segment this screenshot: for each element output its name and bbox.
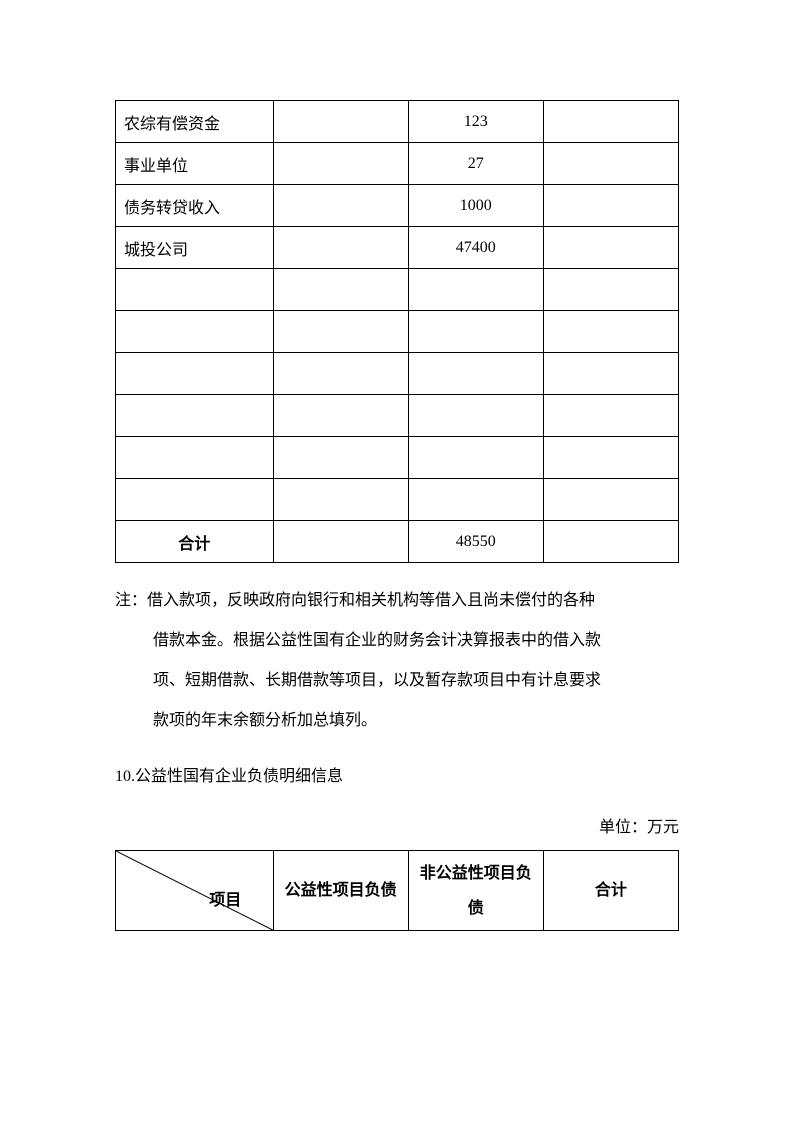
- section-title-text: 公益性国有企业负债明细信息: [135, 768, 343, 785]
- row-empty: [273, 353, 408, 395]
- row-value: [408, 353, 543, 395]
- header-col2: 公益性项目负债: [273, 851, 408, 931]
- row-empty: [543, 395, 678, 437]
- row-empty: [543, 143, 678, 185]
- row-label: 事业单位: [116, 143, 274, 185]
- row-empty: [273, 101, 408, 143]
- row-empty: [543, 227, 678, 269]
- row-value: 47400: [408, 227, 543, 269]
- note-text-line1: 借入款项，反映政府向银行和相关机构等借入且尚未偿付的各种: [147, 592, 595, 609]
- row-empty: [273, 311, 408, 353]
- note-prefix: 注：: [115, 592, 147, 609]
- row-label: 债务转贷收入: [116, 185, 274, 227]
- row-empty: [273, 227, 408, 269]
- table-row: [116, 353, 679, 395]
- row-label: 城投公司: [116, 227, 274, 269]
- row-empty: [543, 269, 678, 311]
- note-block: 注：借入款项，反映政府向银行和相关机构等借入且尚未偿付的各种 借款本金。根据公益…: [115, 581, 679, 741]
- row-value: [408, 311, 543, 353]
- row-value: [408, 437, 543, 479]
- row-empty: [543, 521, 678, 563]
- row-empty: [543, 311, 678, 353]
- row-empty: [273, 437, 408, 479]
- row-empty: [543, 437, 678, 479]
- diagonal-label: 项目: [209, 883, 241, 918]
- borrowed-funds-table: 农综有偿资金 123 事业单位 27 债务转贷收入 1000 城投公司 4740…: [115, 100, 679, 563]
- diagonal-header-cell: 项目: [116, 851, 274, 931]
- liability-detail-table: 项目 公益性项目负债 非公益性项目负债 合计: [115, 850, 679, 931]
- note-text-line2: 借款本金。根据公益性国有企业的财务会计决算报表中的借入款: [115, 621, 679, 661]
- row-empty: [273, 395, 408, 437]
- total-label: 合计: [116, 521, 274, 563]
- row-empty: [273, 143, 408, 185]
- row-value: 27: [408, 143, 543, 185]
- table-row: [116, 437, 679, 479]
- unit-label: 单位：万元: [115, 812, 679, 844]
- header-col4: 合计: [543, 851, 678, 931]
- row-value: 123: [408, 101, 543, 143]
- note-text-line4: 款项的年末余额分析加总填列。: [115, 701, 679, 741]
- table-header-row: 项目 公益性项目负债 非公益性项目负债 合计: [116, 851, 679, 931]
- table-row: [116, 311, 679, 353]
- row-label: [116, 395, 274, 437]
- row-empty: [273, 269, 408, 311]
- row-label: [116, 479, 274, 521]
- row-label: [116, 437, 274, 479]
- note-text-line3: 项、短期借款、长期借款等项目，以及暂存款项目中有计息要求: [115, 661, 679, 701]
- row-label: [116, 311, 274, 353]
- table-row: 农综有偿资金 123: [116, 101, 679, 143]
- row-value: [408, 479, 543, 521]
- row-empty: [543, 353, 678, 395]
- row-label: [116, 353, 274, 395]
- table-row: [116, 395, 679, 437]
- diagonal-line-icon: [116, 851, 273, 930]
- table-row: [116, 269, 679, 311]
- table-row: 城投公司 47400: [116, 227, 679, 269]
- section-heading: 10.公益性国有企业负债明细信息: [115, 759, 679, 794]
- row-empty: [543, 101, 678, 143]
- table-row: 事业单位 27: [116, 143, 679, 185]
- section-number: 10.: [115, 768, 135, 785]
- table-row: [116, 479, 679, 521]
- header-col3: 非公益性项目负债: [408, 851, 543, 931]
- total-value: 48550: [408, 521, 543, 563]
- row-empty: [543, 185, 678, 227]
- row-empty: [273, 185, 408, 227]
- row-empty: [543, 479, 678, 521]
- row-label: [116, 269, 274, 311]
- row-empty: [273, 479, 408, 521]
- row-value: 1000: [408, 185, 543, 227]
- row-label: 农综有偿资金: [116, 101, 274, 143]
- row-empty: [273, 521, 408, 563]
- table-row: 债务转贷收入 1000: [116, 185, 679, 227]
- table-total-row: 合计 48550: [116, 521, 679, 563]
- row-value: [408, 269, 543, 311]
- row-value: [408, 395, 543, 437]
